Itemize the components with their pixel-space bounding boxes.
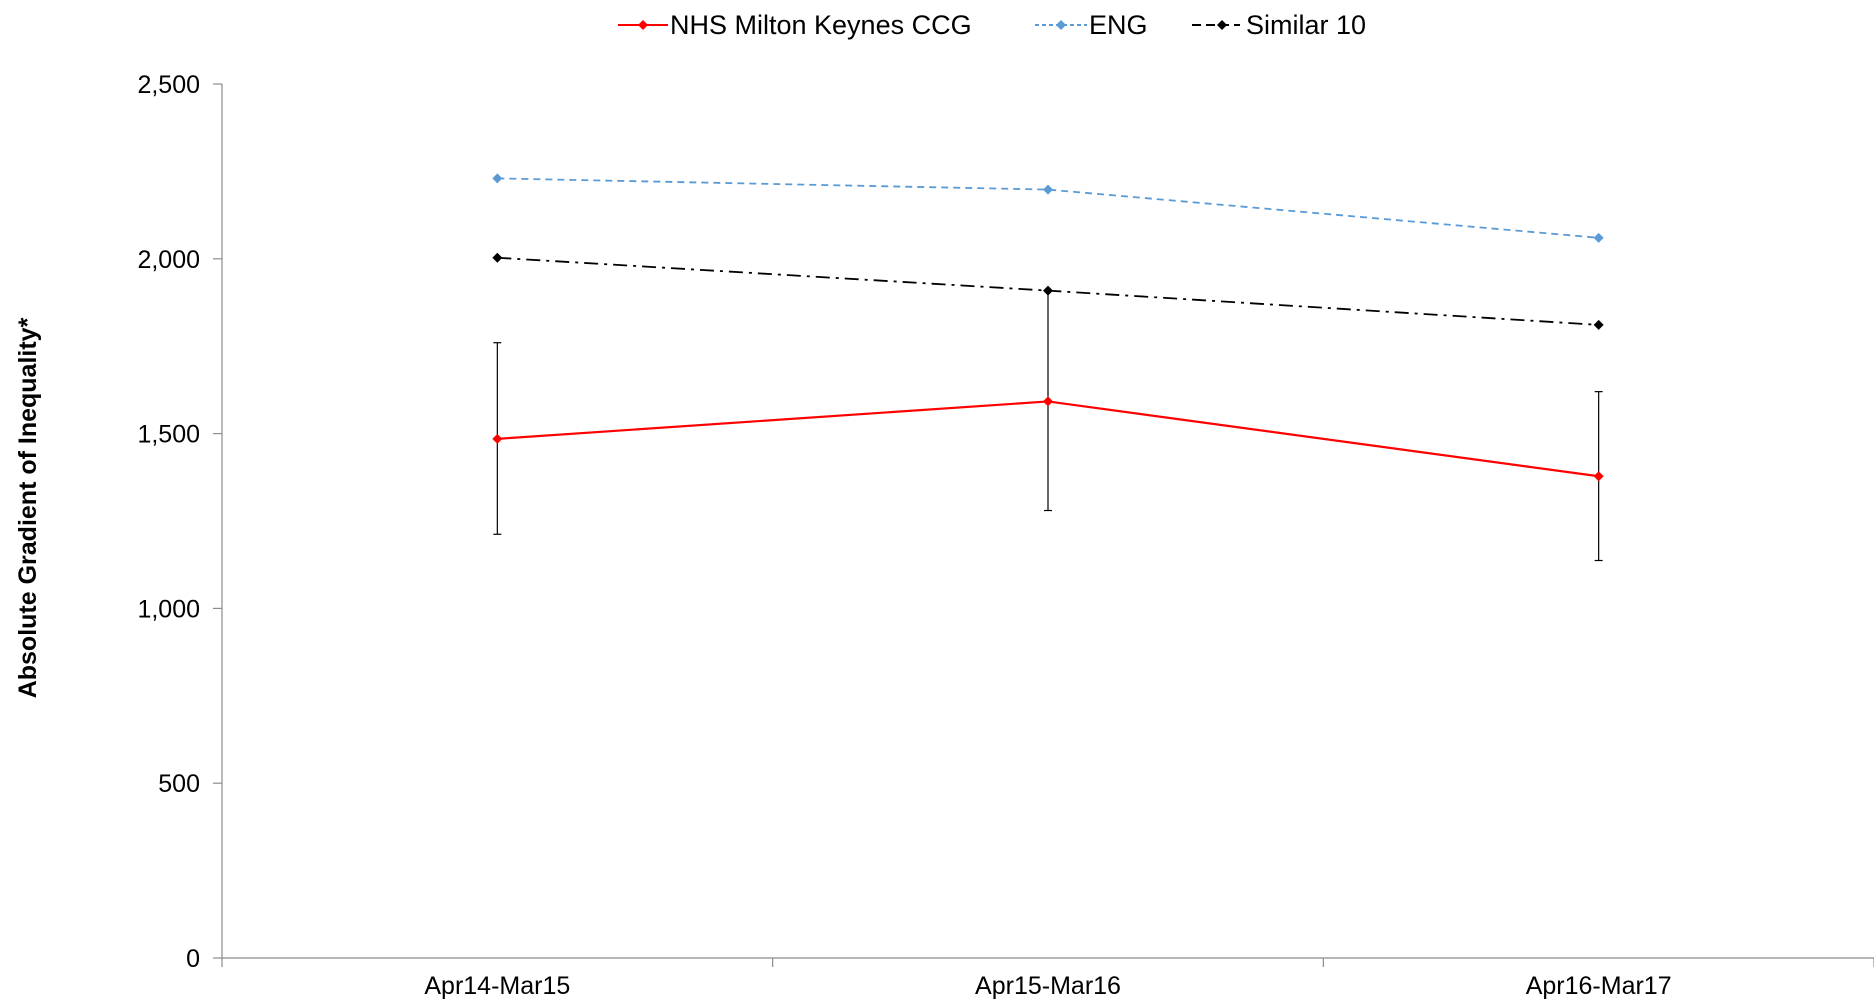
data-point (1593, 232, 1604, 243)
y-tick-label: 1,000 (137, 595, 200, 623)
legend-swatch-marker (638, 20, 648, 30)
y-axis-title: Absolute Gradient of Inequality* (14, 317, 42, 698)
y-tick-label: 1,500 (137, 421, 200, 449)
y-tick-label: 2,500 (137, 71, 200, 99)
legend-label: Similar 10 (1246, 10, 1366, 40)
data-point (1593, 319, 1604, 330)
data-point (1043, 396, 1053, 407)
y-tick-label: 0 (186, 945, 200, 973)
series-markers (492, 173, 1604, 482)
series-line-1 (497, 177, 1599, 239)
legend: NHS Milton Keynes CCG ENG Similar 10 (618, 10, 1366, 40)
error-bars (493, 290, 1603, 562)
data-point (492, 433, 503, 444)
legend-label: NHS Milton Keynes CCG (670, 10, 972, 40)
y-axis: 0 500 1,000 1,500 2,000 2,500 (137, 71, 223, 973)
x-tick-label: Apr14-Mar15 (424, 972, 570, 1000)
data-point (1043, 184, 1053, 195)
legend-swatch-marker (1217, 20, 1227, 30)
x-axis: Apr14-Mar15 Apr15-Mar16 Apr16-Mar17 (221, 957, 1874, 1000)
y-tick-label: 2,000 (137, 246, 200, 274)
data-point (1043, 285, 1053, 296)
x-tick-label: Apr16-Mar17 (1526, 972, 1672, 1000)
legend-label: ENG (1089, 10, 1148, 40)
data-point (492, 252, 503, 263)
y-tick-label: 500 (158, 770, 200, 798)
x-tick-label: Apr15-Mar16 (975, 972, 1121, 1000)
data-point (492, 173, 503, 184)
legend-swatch-marker (1056, 20, 1066, 30)
data-point (1593, 471, 1604, 482)
